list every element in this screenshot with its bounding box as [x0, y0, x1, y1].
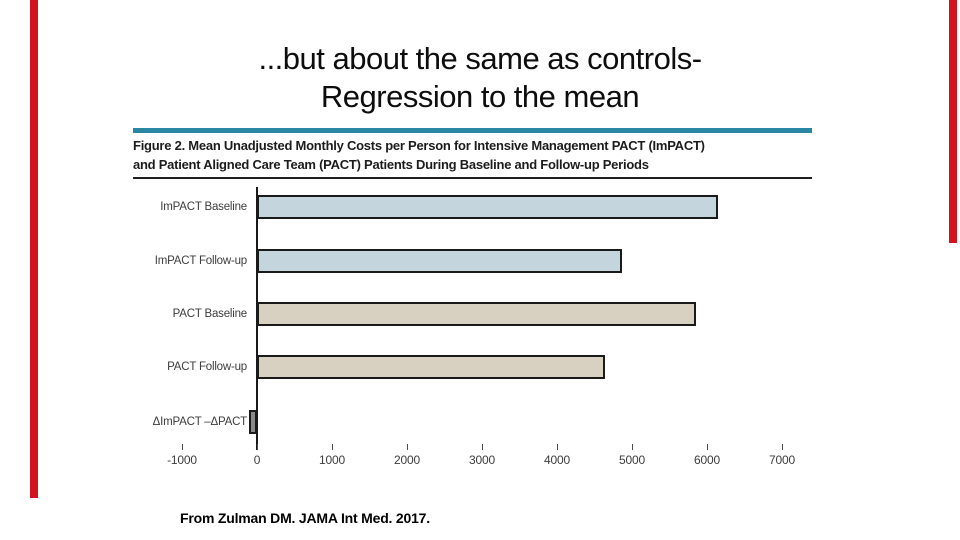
category-label: PACT Follow-up — [167, 361, 247, 373]
figure-caption: Figure 2. Mean Unadjusted Monthly Costs … — [133, 136, 823, 174]
x-axis-tick — [557, 444, 558, 450]
x-axis-tick-label: 4000 — [544, 453, 570, 467]
category-label: ImPACT Follow-up — [154, 255, 247, 267]
bar-pact-follow-up — [257, 355, 605, 379]
category-label: ΔImPACT –ΔPACT — [152, 416, 248, 428]
bar--impact-pact — [249, 410, 257, 434]
x-axis-tick — [332, 444, 333, 450]
figure-caption-line2: and Patient Aligned Care Team (PACT) Pat… — [133, 157, 649, 172]
x-axis-tick-label: 3000 — [469, 453, 495, 467]
x-axis-tick — [482, 444, 483, 450]
x-axis-tick-label: 0 — [253, 453, 261, 467]
x-axis-tick-label: 2000 — [394, 453, 420, 467]
x-axis-tick — [257, 444, 258, 450]
x-axis-tick-label: 6000 — [694, 453, 720, 467]
x-axis-tick — [632, 444, 633, 450]
x-axis-tick-label: 5000 — [619, 453, 645, 467]
x-axis-tick — [782, 444, 783, 450]
bar-chart: ImPACT Baseline ImPACT Follow-up PACT Base… — [133, 185, 812, 480]
red-accent-bar-left — [30, 0, 38, 498]
bar-impact-follow-up — [257, 249, 623, 273]
slide-title-line1: ...but about the same as controls- — [258, 41, 702, 76]
category-label: PACT Baseline — [172, 308, 248, 320]
x-axis-tick-label: 1000 — [319, 453, 345, 467]
bar-pact-baseline — [257, 302, 696, 326]
figure-caption-line1: Figure 2. Mean Unadjusted Monthly Costs … — [133, 138, 705, 153]
caption-divider-rule — [133, 177, 812, 179]
x-axis-tick — [407, 444, 408, 450]
category-label: ImPACT Baseline — [160, 201, 247, 213]
x-axis-tick — [707, 444, 708, 450]
x-axis-tick-label: -1000 — [167, 453, 197, 467]
slide-title-line2: Regression to the mean — [320, 79, 640, 114]
x-axis-tick — [182, 444, 183, 450]
slide-title: ...but about the same as controls- Regre… — [0, 40, 960, 116]
figure-top-rule — [133, 128, 812, 133]
red-accent-bar-right — [949, 0, 957, 243]
citation-text: From Zulman DM. JAMA Int Med. 2017. — [180, 510, 430, 526]
bar-impact-baseline — [257, 195, 719, 219]
x-axis-tick-label: 7000 — [769, 453, 795, 467]
